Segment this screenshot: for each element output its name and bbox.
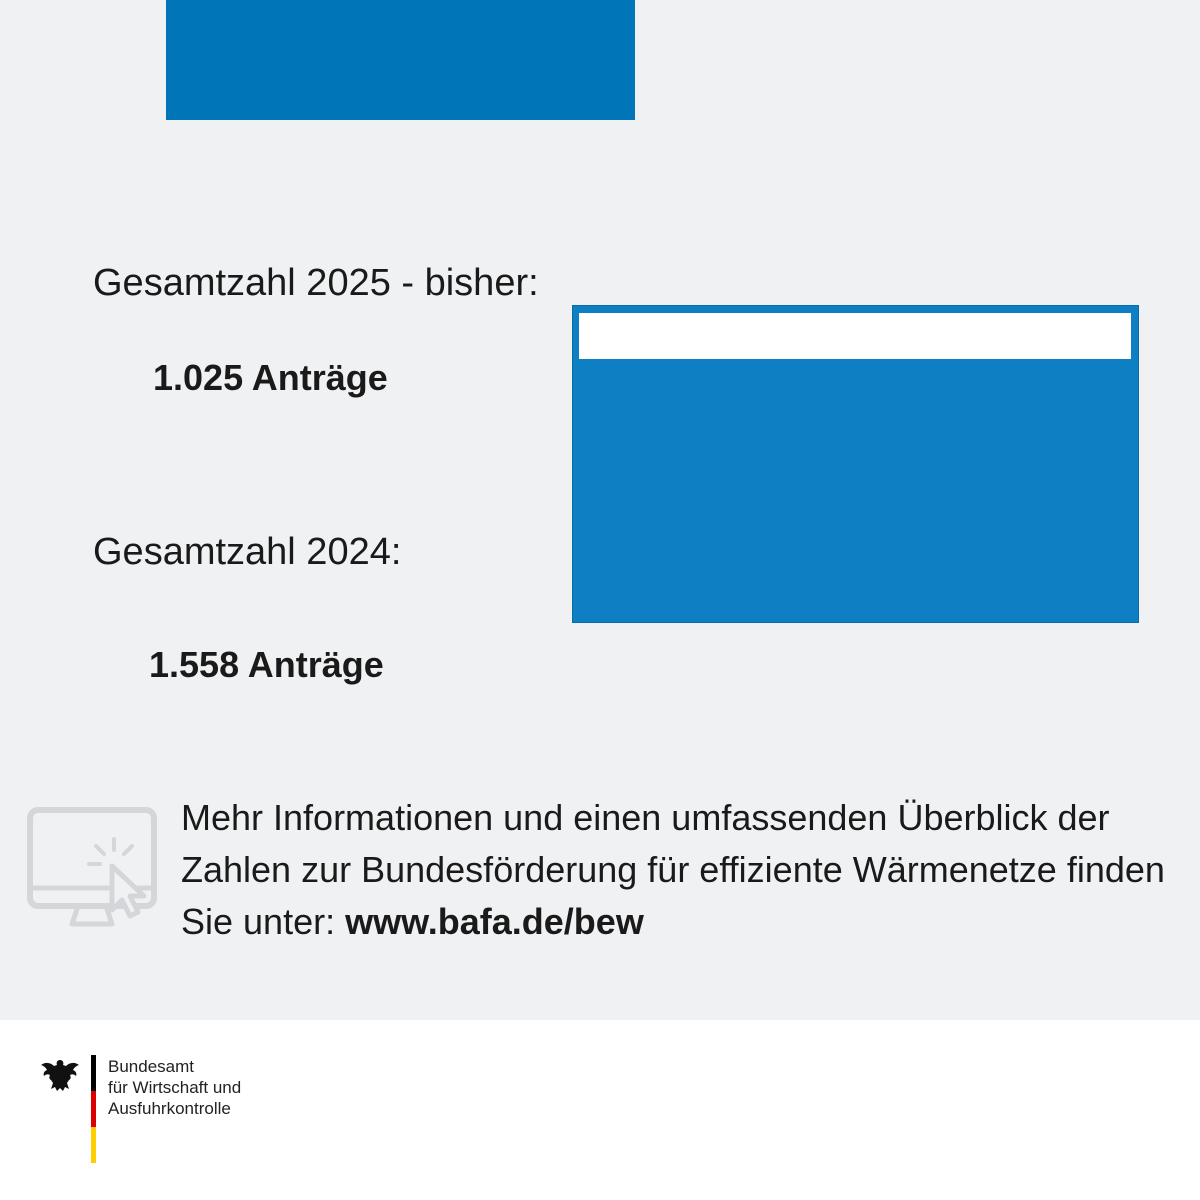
info-text-body: Mehr Informationen und einen umfassenden…: [181, 797, 1165, 942]
org-name-line1: Bundesamt: [108, 1057, 194, 1076]
computer-click-icon: [27, 807, 157, 927]
german-flag-bar: [91, 1055, 96, 1163]
footer: [0, 1020, 1200, 1200]
stat-label-2024: Gesamtzahl 2024:: [93, 531, 402, 573]
federal-eagle-icon: [41, 1060, 79, 1091]
org-name-line3: Ausfuhrkontrolle: [108, 1099, 231, 1118]
stat-value-2024: 1.558 Anträge: [149, 644, 384, 685]
info-url-link[interactable]: www.bafa.de/bew: [345, 901, 644, 942]
org-name: Bundesamt für Wirtschaft und Ausfuhrkont…: [108, 1056, 241, 1119]
stat-value-2025: 1.025 Anträge: [153, 357, 388, 398]
top-accent-block: [166, 0, 635, 120]
stat-label-2025: Gesamtzahl 2025 - bisher:: [93, 262, 539, 304]
chart-header-bar: [579, 313, 1131, 359]
info-text: Mehr Informationen und einen umfassenden…: [181, 792, 1181, 948]
org-name-line2: für Wirtschaft und: [108, 1078, 242, 1097]
